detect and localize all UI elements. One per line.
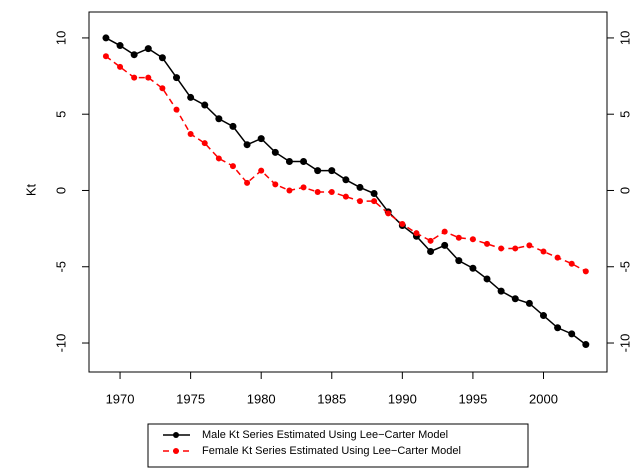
data-point xyxy=(131,74,138,81)
legend-text: Male Kt Series Estimated Using Lee−Carte… xyxy=(202,429,448,441)
data-point xyxy=(582,268,589,275)
series-line xyxy=(105,55,587,272)
data-point xyxy=(201,140,208,147)
data-point xyxy=(342,176,350,184)
data-point xyxy=(116,42,124,50)
data-point xyxy=(399,221,406,228)
data-point xyxy=(102,34,110,42)
legend-text: Female Kt Series Estimated Using Lee−Car… xyxy=(202,445,461,457)
data-point xyxy=(455,257,463,265)
data-point xyxy=(484,240,491,247)
data-point xyxy=(258,167,265,174)
x-tick-label: 1985 xyxy=(317,391,346,406)
y2-tick-label: 10 xyxy=(617,31,632,45)
data-point xyxy=(356,183,364,191)
data-point xyxy=(455,234,462,241)
data-point xyxy=(554,324,562,332)
data-point xyxy=(512,245,519,252)
data-point xyxy=(427,237,434,244)
legend-box xyxy=(147,423,529,468)
data-point xyxy=(498,245,505,252)
data-point xyxy=(144,45,152,53)
data-point xyxy=(525,299,533,307)
data-point xyxy=(159,85,166,92)
x-tick-label: 1995 xyxy=(458,391,487,406)
data-point xyxy=(314,189,321,195)
data-point xyxy=(300,157,308,165)
data-point xyxy=(215,115,223,123)
data-point xyxy=(356,198,363,205)
y2-tick-label: -10 xyxy=(617,334,632,353)
data-point xyxy=(286,187,293,194)
data-point xyxy=(441,241,449,249)
data-point xyxy=(243,141,251,149)
plot-box xyxy=(88,11,608,373)
x-tick-label: 1975 xyxy=(176,391,205,406)
y-tick-label: -10 xyxy=(53,334,68,353)
y-tick-label: 0 xyxy=(53,187,68,194)
data-point xyxy=(314,167,322,175)
data-point xyxy=(385,210,392,217)
y2-tick-label: -5 xyxy=(617,261,632,273)
data-point xyxy=(117,63,124,70)
x-tick-label: 1970 xyxy=(106,391,135,406)
data-point xyxy=(511,295,519,303)
data-point xyxy=(342,193,349,200)
x-tick-label: 1980 xyxy=(247,391,276,406)
data-point xyxy=(173,106,180,113)
data-point xyxy=(272,181,279,188)
data-point xyxy=(469,264,477,272)
data-point xyxy=(257,135,265,143)
data-point xyxy=(285,157,293,165)
data-point xyxy=(215,155,222,162)
data-point xyxy=(328,189,335,195)
data-point xyxy=(271,148,279,156)
data-point xyxy=(483,275,491,283)
data-point xyxy=(554,254,561,261)
data-point xyxy=(497,287,505,295)
y-tick-label: 5 xyxy=(53,111,68,118)
data-point xyxy=(539,312,547,320)
y-tick-label: -5 xyxy=(53,261,68,273)
y-axis-label: Kt xyxy=(23,183,38,196)
data-point xyxy=(427,247,435,255)
y2-tick-label: 5 xyxy=(617,111,632,118)
data-point xyxy=(187,131,194,138)
data-point xyxy=(540,248,547,255)
data-point xyxy=(145,74,152,81)
x-tick-label: 2000 xyxy=(529,391,558,406)
data-point xyxy=(158,54,166,62)
data-point xyxy=(201,101,209,109)
data-point xyxy=(328,167,336,175)
data-point xyxy=(244,179,251,186)
legend-marker xyxy=(173,448,179,454)
legend-marker xyxy=(173,432,179,438)
data-point xyxy=(102,53,109,60)
x-tick-label: 1990 xyxy=(388,391,417,406)
data-point xyxy=(173,74,181,82)
data-point xyxy=(300,184,307,191)
data-point xyxy=(413,230,420,237)
data-point xyxy=(370,190,378,198)
y2-tick-label: 0 xyxy=(617,187,632,194)
data-point xyxy=(187,93,195,101)
data-point xyxy=(526,242,533,249)
data-point xyxy=(568,330,576,338)
data-point xyxy=(229,163,236,170)
data-point xyxy=(582,341,590,349)
data-point xyxy=(441,228,448,235)
data-point xyxy=(568,260,575,267)
data-point xyxy=(469,236,476,243)
data-point xyxy=(130,51,138,59)
data-point xyxy=(371,198,378,205)
data-point xyxy=(229,122,237,130)
y-tick-label: 10 xyxy=(53,31,68,45)
